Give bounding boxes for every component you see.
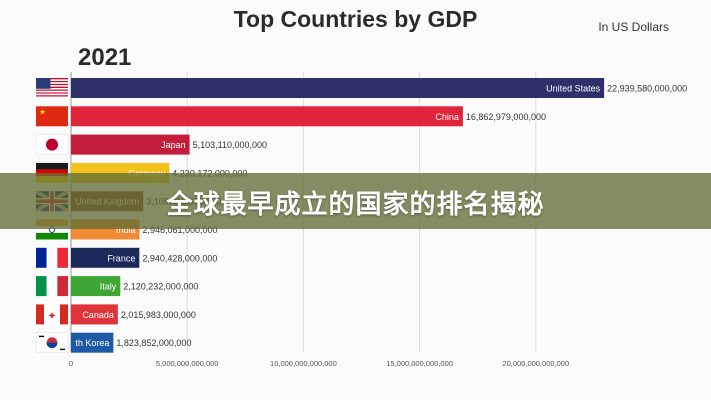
- svg-text:★: ★: [39, 107, 46, 116]
- caption-text: 全球最早成立的国家的排名揭秘: [0, 184, 711, 221]
- svg-text:✦: ✦: [47, 310, 56, 322]
- x-tick-label: 10,000,000,000,000: [270, 359, 337, 368]
- usa-flag: [36, 78, 68, 98]
- italy-flag: [36, 276, 68, 296]
- bar-value-label: 2,015,983,000,000: [121, 310, 196, 320]
- x-tick-label: 5,000,000,000,000: [156, 359, 219, 368]
- south-korea-flag: [36, 333, 68, 353]
- x-tick-label: 15,000,000,000,000: [386, 359, 453, 368]
- x-tick-label: 0: [69, 359, 73, 368]
- bar-country-label: United States: [546, 84, 601, 94]
- x-tick-label: 20,000,000,000,000: [502, 359, 569, 368]
- japan-flag: [36, 135, 68, 155]
- bar-country-label: France: [107, 253, 135, 263]
- bar: [71, 106, 463, 126]
- bar-value-label: 16,862,979,000,000: [466, 112, 546, 122]
- bar-value-label: 22,939,580,000,000: [607, 84, 687, 94]
- china-flag: ★: [36, 106, 68, 126]
- bar-country-label: Canada: [82, 310, 114, 320]
- bar-country-label: Italy: [100, 282, 117, 292]
- bar-country-label: th Korea: [75, 338, 109, 348]
- bar-value-label: 1,823,852,000,000: [116, 338, 191, 348]
- canada-flag: ✦: [36, 304, 68, 324]
- bar-country-label: Japan: [161, 140, 186, 150]
- bar: [71, 78, 604, 98]
- bar-value-label: 2,120,232,000,000: [123, 282, 198, 292]
- bar-country-label: China: [435, 112, 459, 122]
- bar-value-label: 2,940,428,000,000: [142, 253, 217, 263]
- bar-value-label: 5,103,110,000,000: [193, 140, 267, 150]
- france-flag: [36, 248, 68, 268]
